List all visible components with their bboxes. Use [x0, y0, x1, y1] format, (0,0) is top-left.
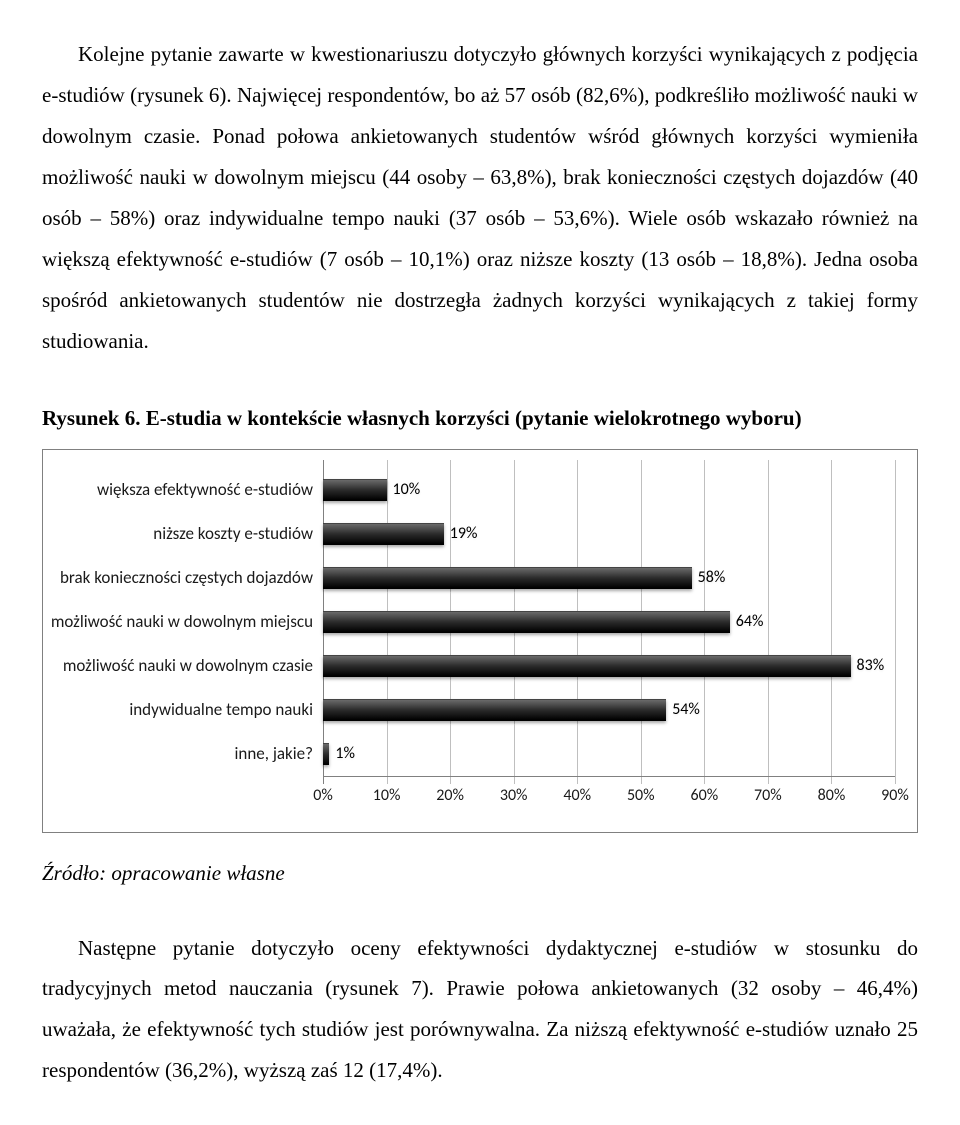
paragraph-2: Następne pytanie dotyczyło oceny efektyw… — [42, 928, 918, 1092]
x-axis: 0%10%20%30%40%50%60%70%80%90% — [43, 776, 895, 818]
category-label: indywidualne tempo nauki — [43, 700, 323, 720]
category-label: brak konieczności częstych dojazdów — [43, 568, 323, 588]
chart-row: niższe koszty e-studiów 19% — [43, 512, 895, 556]
bar — [323, 699, 666, 721]
bar-value-label: 1% — [335, 744, 355, 763]
x-tick-label: 50% — [627, 786, 655, 805]
bar — [323, 743, 329, 765]
x-tick-label: 20% — [436, 786, 464, 805]
bar-value-label: 19% — [450, 524, 478, 543]
x-tick-label: 90% — [881, 786, 909, 805]
x-tick-label: 60% — [691, 786, 719, 805]
plot-cell: 54% — [323, 688, 895, 732]
x-tick-label: 80% — [818, 786, 846, 805]
chart-row: możliwość nauki w dowolnym czasie 83% — [43, 644, 895, 688]
bar-value-label: 10% — [393, 480, 421, 499]
bar-value-label: 64% — [736, 612, 764, 631]
x-tick-label: 0% — [313, 786, 333, 805]
bar-value-label: 83% — [857, 656, 885, 675]
bar — [323, 567, 692, 589]
document-page: Kolejne pytanie zawarte w kwestionariusz… — [0, 0, 960, 1125]
x-tick-label: 10% — [373, 786, 401, 805]
category-label: niższe koszty e-studiów — [43, 524, 323, 544]
x-tick-label: 70% — [754, 786, 782, 805]
bar-value-label: 58% — [698, 568, 726, 587]
x-tick-label: 30% — [500, 786, 528, 805]
bar — [323, 655, 851, 677]
chart-row: inne, jakie? 1% — [43, 732, 895, 776]
chart-row: brak konieczności częstych dojazdów 58% — [43, 556, 895, 600]
figure-title: Rysunek 6. E-studia w kontekście własnyc… — [42, 406, 918, 431]
bar — [323, 523, 444, 545]
chart-row: indywidualne tempo nauki 54% — [43, 688, 895, 732]
bar — [323, 479, 387, 501]
chart-row: większa efektywność e-studiów 10% — [43, 468, 895, 512]
category-label: możliwość nauki w dowolnym czasie — [43, 656, 323, 676]
paragraph-1: Kolejne pytanie zawarte w kwestionariusz… — [42, 34, 918, 362]
category-label: możliwość nauki w dowolnym miejscu — [43, 612, 323, 632]
plot-cell: 58% — [323, 556, 895, 600]
bar-value-label: 54% — [672, 700, 700, 719]
benefits-chart: większa efektywność e-studiów 10% niższe k… — [42, 449, 918, 833]
plot-cell: 10% — [323, 468, 895, 512]
x-tick-label: 40% — [563, 786, 591, 805]
figure-source: Źródło: opracowanie własne — [42, 861, 918, 886]
category-label: inne, jakie? — [43, 744, 323, 764]
plot-cell: 19% — [323, 512, 895, 556]
chart-row: możliwość nauki w dowolnym miejscu 64% — [43, 600, 895, 644]
plot-cell: 1% — [323, 732, 895, 776]
bar — [323, 611, 730, 633]
category-label: większa efektywność e-studiów — [43, 480, 323, 500]
chart-plot-area: większa efektywność e-studiów 10% niższe k… — [43, 468, 895, 818]
plot-cell: 83% — [323, 644, 895, 688]
plot-cell: 64% — [323, 600, 895, 644]
